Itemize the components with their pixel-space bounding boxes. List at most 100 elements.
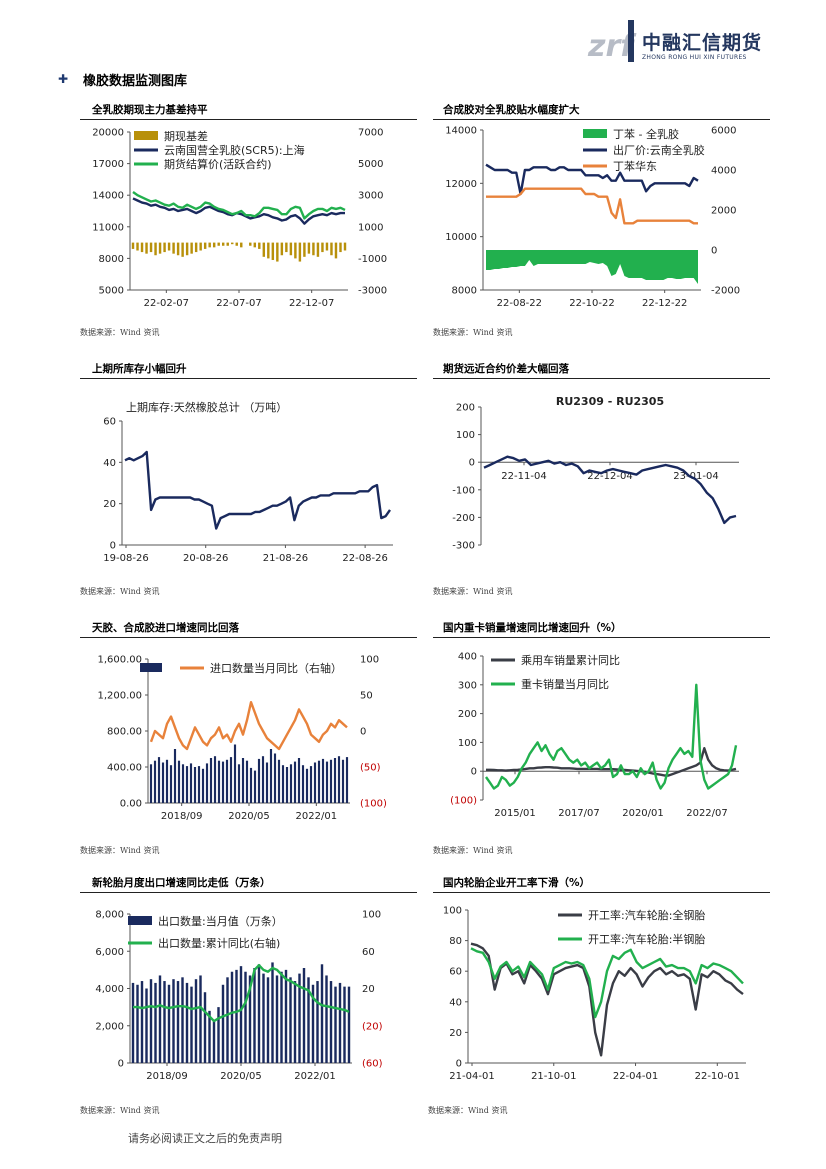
chart-tire-exports: 0 2,000 4,000 6,000 8,000 (60) (20) 20 60 100 2018… [95, 910, 383, 1083]
bar [203, 242, 207, 249]
bar [325, 761, 329, 803]
y-tick-label: 8000 [452, 286, 477, 297]
legend-label: 乘用车销量累计同比 [521, 653, 620, 667]
bar [289, 242, 293, 256]
y-tick-label: 0 [471, 767, 477, 778]
y-tick-label: 0 [469, 458, 475, 469]
x-tick-label: 22-02-07 [144, 298, 189, 309]
legend-label: 期货结算价(活跃合约) [164, 157, 272, 171]
bar [249, 242, 252, 246]
panel-8-rule [433, 892, 770, 893]
bar [208, 1010, 211, 1063]
legend-label: 丁苯华东 [613, 159, 657, 173]
panel-5-rule [80, 637, 417, 638]
bar [199, 975, 202, 1063]
x-tick-label: 22-12-07 [289, 298, 334, 309]
bar [275, 975, 279, 1063]
bar [339, 242, 342, 253]
chart-tire-operating-rate: 0 20 40 60 80 100 21-04-01 21-10-01 22-04-01 22-1… [443, 906, 746, 1082]
bar [229, 757, 233, 803]
y-tick-label: 1,600.00 [97, 655, 142, 666]
y-tick-label: -100 [452, 485, 475, 496]
bar [289, 764, 293, 803]
line-series [132, 191, 346, 220]
y-tick-label: 17000 [92, 159, 124, 170]
line-series [470, 942, 744, 1057]
y-tick-label: 10000 [445, 232, 477, 243]
bar [311, 984, 315, 1063]
line-series [132, 197, 345, 225]
bar [269, 749, 273, 803]
legend-label: 开工率:汽车轮胎:半钢胎 [588, 932, 705, 946]
panel-4-source: 数据来源：Wind 资讯 [433, 587, 513, 596]
line-series [485, 683, 738, 790]
bar [221, 984, 225, 1063]
panel-1-rule [80, 119, 417, 120]
bar [167, 984, 171, 1063]
bar [330, 242, 333, 256]
panel-6-source: 数据来源：Wind 资讯 [433, 846, 513, 855]
chart-contract-spread: -300 -200 -100 0 100 200 22-11-04 22-12-04 23-01… [452, 395, 739, 552]
bar [190, 242, 193, 254]
y-tick-label: -200 [452, 513, 475, 524]
y2-tick-label: -2000 [711, 286, 740, 297]
y-tick-label: 800.00 [107, 727, 142, 738]
bar [298, 973, 301, 1063]
x-tick-label: 2020/05 [228, 811, 270, 822]
y2-tick-label: 4000 [711, 166, 736, 177]
y2-tick-label: (20) [362, 1021, 383, 1032]
bar [161, 762, 165, 803]
bar [280, 971, 283, 1063]
bar [261, 756, 265, 803]
bar [230, 971, 234, 1063]
bar [281, 765, 285, 803]
legend-label: 出厂价:云南全乳胶 [613, 143, 705, 157]
y2-tick-label: 100 [360, 655, 379, 666]
y-tick-label: 200 [458, 709, 477, 720]
y-tick-label: 300 [458, 680, 477, 691]
line-series [485, 163, 699, 196]
panel-5-source: 数据来源：Wind 资讯 [80, 846, 160, 855]
panel-6-rule [433, 637, 770, 638]
bar [337, 756, 341, 803]
bar [320, 964, 324, 1063]
panel-3-title: 上期所库存小幅回升 [92, 363, 187, 375]
bar [167, 242, 171, 251]
bar [185, 242, 189, 256]
chart-synthetic-spread: 8000 10000 12000 14000 -2000 0 2000 4000 6000 22-… [445, 126, 740, 310]
bar [241, 758, 245, 803]
bar [280, 242, 284, 256]
y-tick-label: -300 [452, 541, 475, 552]
y2-tick-label: 6000 [711, 126, 736, 137]
x-tick-label: 20-08-26 [183, 553, 228, 564]
y-tick-label: 60 [103, 417, 116, 428]
bar [325, 242, 329, 251]
bar [249, 767, 253, 803]
y2-tick-label: 100 [362, 910, 381, 921]
bar [145, 988, 148, 1063]
bar [169, 765, 173, 803]
bar [158, 242, 162, 254]
disclaimer-footer: 请务必阅读正文之后的免责声明 [128, 1132, 282, 1145]
x-tick-label: 2022/07 [686, 808, 728, 819]
bar [253, 770, 257, 803]
bar [193, 767, 197, 803]
bar [289, 977, 292, 1063]
y-tick-label: 0 [456, 1059, 462, 1070]
bar [237, 764, 241, 803]
bar [165, 759, 169, 803]
panel-3-rule [80, 378, 417, 379]
bar [181, 242, 184, 257]
panel-4-title: 期货远近合约价差大幅回落 [443, 363, 569, 375]
y-tick-label: 400.00 [107, 763, 142, 774]
y2-tick-label: -3000 [358, 286, 387, 297]
bar [154, 242, 157, 256]
bar [226, 242, 229, 246]
panel-2-rule [433, 119, 770, 120]
bar [233, 744, 237, 803]
y2-tick-label: 2000 [711, 206, 736, 217]
y-tick-label: 6,000 [95, 947, 124, 958]
bar [334, 242, 338, 259]
x-tick-label: 19-08-26 [103, 553, 148, 564]
bar [199, 242, 202, 251]
